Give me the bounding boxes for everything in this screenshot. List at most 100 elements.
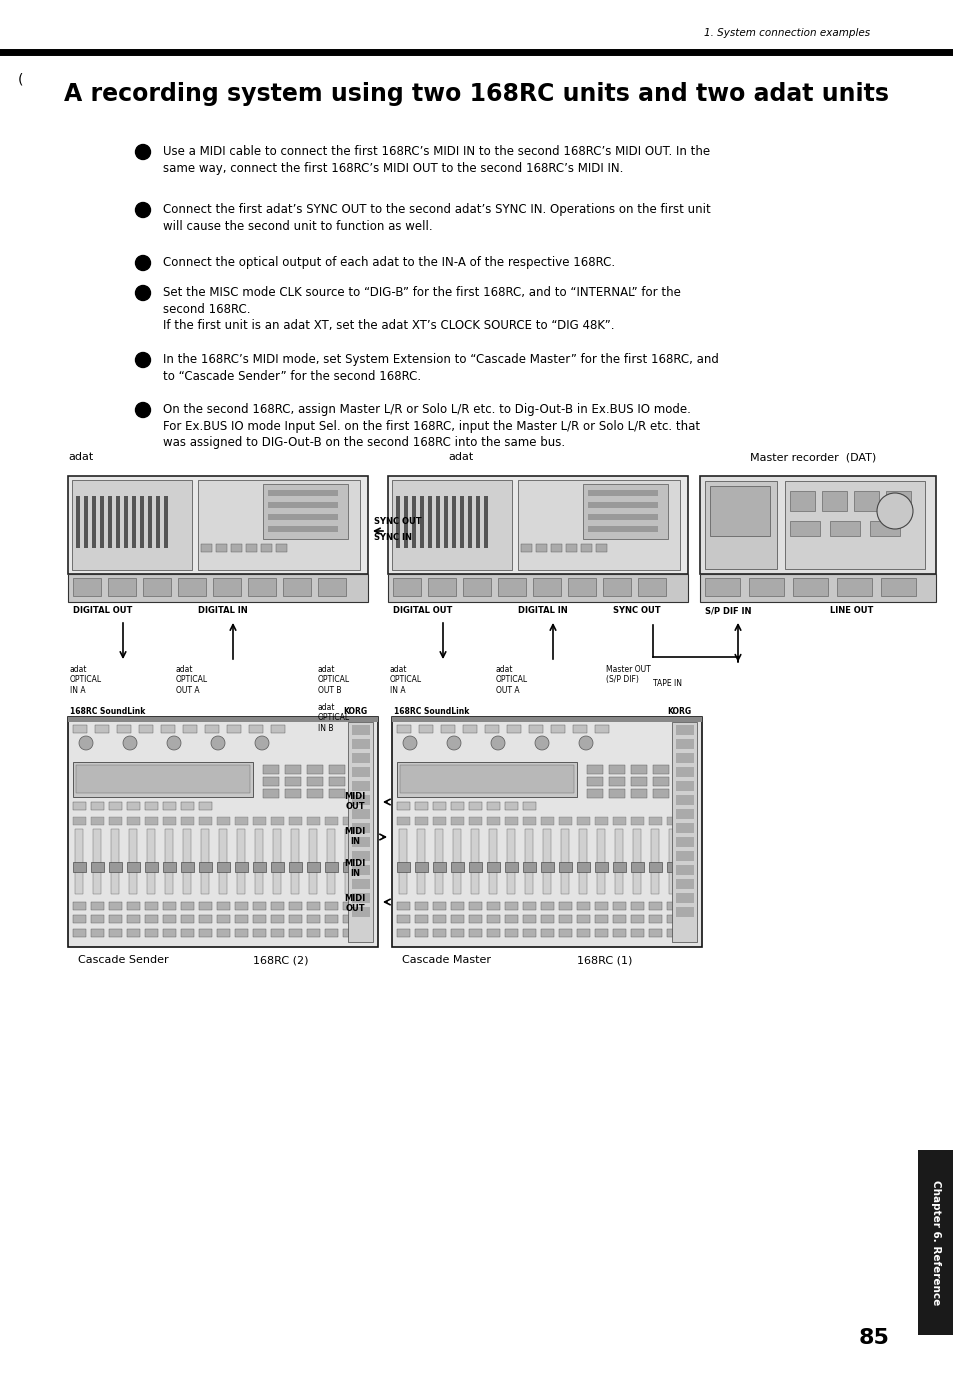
Bar: [416, 829, 424, 894]
Bar: [156, 496, 160, 548]
Text: Chapter 6. Reference: Chapter 6. Reference: [930, 1179, 940, 1305]
Bar: [163, 802, 175, 811]
Circle shape: [123, 736, 137, 750]
Bar: [529, 725, 542, 733]
Bar: [540, 818, 554, 824]
Bar: [630, 778, 646, 786]
Bar: [486, 916, 499, 923]
Bar: [415, 802, 428, 811]
Bar: [388, 476, 687, 574]
Bar: [109, 818, 122, 824]
Bar: [343, 862, 355, 871]
Text: 6: 6: [140, 406, 146, 414]
Bar: [486, 818, 499, 824]
Bar: [676, 782, 693, 791]
Bar: [565, 544, 577, 552]
Bar: [613, 862, 625, 871]
Text: 85: 85: [859, 1329, 889, 1348]
Bar: [253, 929, 266, 936]
Bar: [451, 862, 463, 871]
Bar: [506, 725, 520, 733]
Bar: [885, 492, 910, 511]
Bar: [428, 579, 456, 597]
Bar: [748, 579, 783, 597]
Circle shape: [135, 352, 151, 367]
Bar: [396, 916, 410, 923]
Bar: [71, 481, 192, 570]
Bar: [236, 829, 245, 894]
Bar: [268, 503, 337, 508]
Bar: [132, 496, 136, 548]
Bar: [558, 862, 572, 871]
Bar: [666, 818, 679, 824]
Bar: [234, 916, 248, 923]
Bar: [489, 829, 497, 894]
Bar: [435, 829, 442, 894]
Circle shape: [254, 736, 269, 750]
Bar: [784, 481, 924, 569]
Text: 168RC (2): 168RC (2): [253, 956, 308, 965]
Bar: [352, 823, 370, 833]
Text: MIDI
IN: MIDI IN: [344, 827, 365, 847]
Text: Cascade Sender: Cascade Sender: [78, 956, 169, 965]
Text: adat
OPTICAL
OUT A: adat OPTICAL OUT A: [496, 666, 528, 695]
Bar: [68, 574, 368, 602]
Bar: [648, 929, 661, 936]
Bar: [453, 829, 460, 894]
Bar: [459, 496, 463, 548]
Bar: [234, 902, 248, 910]
Bar: [343, 818, 355, 824]
Bar: [666, 916, 679, 923]
Text: Master recorder  (DAT): Master recorder (DAT): [749, 452, 876, 463]
Bar: [111, 829, 119, 894]
Bar: [76, 496, 80, 548]
Bar: [522, 818, 536, 824]
Bar: [165, 829, 172, 894]
Text: MIDI
OUT: MIDI OUT: [344, 894, 365, 913]
Bar: [108, 496, 112, 548]
Bar: [558, 818, 572, 824]
Bar: [789, 521, 820, 536]
Bar: [396, 818, 410, 824]
Bar: [469, 818, 481, 824]
Text: 1. System connection examples: 1. System connection examples: [703, 28, 869, 39]
Bar: [143, 579, 171, 597]
Text: Use a MIDI cable to connect the first 168RC’s MIDI IN to the second 168RC’s MIDI: Use a MIDI cable to connect the first 16…: [163, 145, 709, 174]
Bar: [558, 902, 572, 910]
Text: MIDI
IN: MIDI IN: [344, 859, 365, 878]
Bar: [91, 802, 104, 811]
Bar: [608, 789, 624, 798]
Bar: [352, 753, 370, 762]
Bar: [139, 725, 152, 733]
Bar: [199, 929, 212, 936]
Bar: [433, 916, 446, 923]
Bar: [285, 765, 301, 773]
Bar: [392, 717, 701, 722]
Bar: [633, 829, 640, 894]
Bar: [181, 862, 193, 871]
Text: adat
OPTICAL
OUT B: adat OPTICAL OUT B: [317, 666, 350, 695]
Bar: [231, 544, 242, 552]
Bar: [352, 739, 370, 749]
Bar: [792, 579, 827, 597]
Text: 168RC SoundLink: 168RC SoundLink: [70, 707, 145, 715]
Bar: [558, 929, 572, 936]
Bar: [704, 481, 776, 569]
Bar: [700, 574, 935, 602]
Bar: [352, 725, 370, 735]
Text: 168RC (1): 168RC (1): [577, 956, 632, 965]
Bar: [145, 916, 158, 923]
Bar: [880, 579, 915, 597]
Text: 5: 5: [140, 355, 146, 365]
Bar: [506, 829, 515, 894]
Bar: [178, 579, 206, 597]
Bar: [580, 544, 592, 552]
Bar: [109, 902, 122, 910]
Bar: [307, 818, 319, 824]
Bar: [289, 916, 302, 923]
Bar: [595, 916, 607, 923]
Bar: [415, 916, 428, 923]
Bar: [268, 490, 337, 496]
Bar: [329, 778, 345, 786]
Bar: [307, 902, 319, 910]
